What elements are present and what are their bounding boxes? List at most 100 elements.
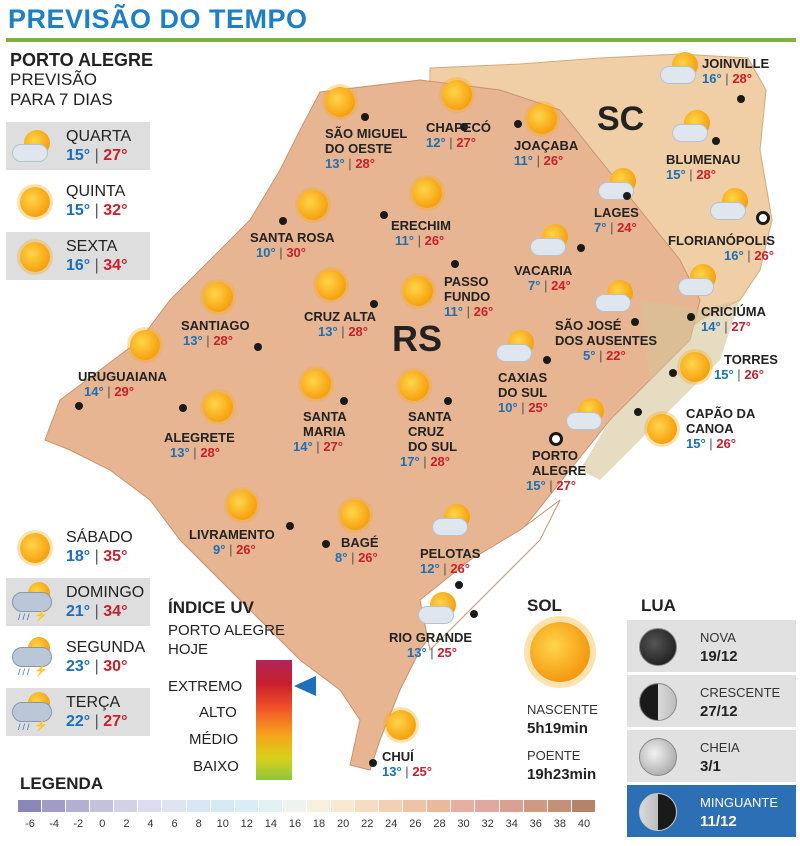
city-criciuma: CRICIÚMA 14° | 27°	[701, 304, 766, 334]
city-marker	[179, 404, 187, 412]
uv-scale-bar	[256, 660, 292, 780]
moon-phase-date: 27/12	[700, 703, 738, 720]
city-marker	[543, 356, 551, 364]
partly-cloudy-icon	[660, 52, 704, 86]
city-santiago: SANTIAGO 13° | 28°	[181, 318, 250, 348]
temp-max: 27°	[103, 713, 128, 730]
sun-icon	[301, 369, 331, 399]
legend-label: 32	[481, 818, 494, 830]
city-blumenau: BLUMENAU 15° | 28°	[666, 152, 741, 182]
legend-label: 2	[123, 818, 130, 830]
sun-icon	[20, 242, 50, 272]
day-forecast-terca: ///⚡ TERÇA 22° | 27°	[6, 688, 150, 736]
city-capao-da-canoa: CAPÃO DA CANOA 15° | 26°	[686, 406, 756, 451]
sun-icon	[316, 270, 346, 300]
legend-swatch	[499, 800, 524, 812]
legend-label: 36	[529, 818, 542, 830]
sun-icon	[527, 104, 557, 134]
city-marker	[369, 759, 377, 767]
uv-day: HOJE	[168, 641, 209, 658]
city-rio-grande: RIO GRANDE 13° | 25°	[389, 630, 473, 660]
legend-label: 4	[147, 818, 154, 830]
temp-min: 22°	[66, 713, 91, 730]
moon-phase-name: NOVA	[700, 630, 736, 645]
moon-phase-cheia: CHEIA 3/1	[627, 730, 796, 782]
legend-label: 0	[99, 818, 106, 830]
city-marker	[514, 120, 522, 128]
sun-title: SOL	[527, 596, 562, 615]
temp-max: 34°	[103, 603, 128, 620]
partly-cloudy-icon	[598, 168, 642, 202]
city-marker	[631, 318, 639, 326]
page-title: PREVISÃO DO TEMPO	[8, 4, 308, 34]
day-name: QUARTA	[66, 128, 132, 145]
city-marker	[634, 408, 642, 416]
partly-cloudy-icon	[566, 398, 610, 432]
city-marker	[361, 113, 369, 121]
sun-icon	[399, 371, 429, 401]
city-cruz-alta: CRUZ ALTA 13° | 28°	[304, 309, 376, 339]
moon-phase-name: CRESCENTE	[700, 685, 781, 700]
storm-icon: ///⚡	[12, 692, 56, 732]
temp-min: 18°	[66, 548, 91, 565]
city-joacaba: JOAÇABA 11° | 26°	[514, 138, 579, 168]
day-temps: 23° | 30°	[66, 658, 128, 675]
city-chui: CHUÍ 13° | 25°	[382, 749, 432, 779]
partly-cloudy-icon	[710, 188, 754, 222]
legend-label: 28	[433, 818, 446, 830]
city-florianopolis: FLORIANÓPOLIS 16° | 26°	[668, 233, 775, 263]
uv-level-medio: MÉDIO	[189, 731, 239, 748]
legend-swatch	[547, 800, 572, 812]
legend-swatch	[451, 800, 476, 812]
sun-icon	[130, 330, 160, 360]
moon-phase-name: MINGUANTE	[700, 795, 778, 810]
temp-max: 27°	[103, 147, 128, 164]
temp-max: 32°	[103, 202, 128, 219]
waning-moon-icon	[639, 793, 677, 831]
uv-location: PORTO ALEGRE	[168, 622, 285, 639]
moon-phase-minguante: MINGUANTE 11/12	[627, 785, 796, 837]
forecast-header: PORTO ALEGRE PREVISÃO PARA 7 DIAS	[10, 50, 153, 110]
legend-label: 6	[171, 818, 178, 830]
legend-swatch	[90, 800, 115, 812]
city-sao-miguel-do-oeste: SÃO MIGUEL DO OESTE 13° | 28°	[325, 126, 408, 171]
moon-phase-name: CHEIA	[700, 740, 740, 755]
legend-label: 40	[577, 818, 591, 830]
legend-label: 14	[264, 818, 277, 830]
legend-label: -2	[73, 818, 84, 830]
uv-level-extremo: EXTREMO	[168, 678, 243, 695]
city-marker	[455, 581, 463, 589]
day-name: SÁBADO	[66, 529, 133, 546]
partly-cloudy-icon	[418, 592, 462, 626]
full-moon-icon	[639, 738, 677, 776]
uv-level-baixo: BAIXO	[193, 758, 239, 775]
legend-label: 34	[505, 818, 518, 830]
temp-min: 16°	[66, 257, 91, 274]
city-chapeco: CHAPECÓ 12° | 27°	[426, 120, 492, 150]
day-temps: 22° | 27°	[66, 713, 128, 730]
city-passo-fundo: PASSO FUNDO 11° | 26°	[444, 274, 494, 319]
city-sao-jose-dos-ausentes: SÃO JOSÉ DOS AUSENTES 5° | 22°	[555, 318, 658, 363]
state-label-rs: RS	[392, 318, 443, 359]
legend-label: 26	[409, 818, 422, 830]
sun-icon	[298, 190, 328, 220]
city-marker	[623, 192, 631, 200]
legend-label: 20	[337, 818, 350, 830]
day-forecast-segunda: ///⚡ SEGUNDA 23° | 30°	[6, 633, 150, 681]
legend-swatch	[42, 800, 67, 812]
uv-subtitle: PORTO ALEGRE HOJE	[168, 621, 285, 659]
day-forecast-sexta: SEXTA 16° | 34°	[6, 232, 150, 280]
day-name: SEXTA	[66, 238, 118, 255]
city-marker	[669, 369, 677, 377]
city-joinville: JOINVILLE 16° | 28°	[702, 56, 770, 86]
city-marker	[470, 610, 478, 618]
day-name: DOMINGO	[66, 584, 145, 601]
state-label-sc: SC	[597, 100, 645, 138]
temp-min: 15°	[66, 202, 91, 219]
partly-cloudy-icon	[12, 130, 56, 164]
sunrise-label: NASCENTE	[527, 702, 598, 717]
legend-label: 18	[312, 818, 326, 830]
legend-swatch	[18, 800, 43, 812]
uv-pointer-icon	[294, 676, 316, 696]
city-caxias-do-sul: CAXIAS DO SUL 10° | 25°	[498, 370, 548, 415]
